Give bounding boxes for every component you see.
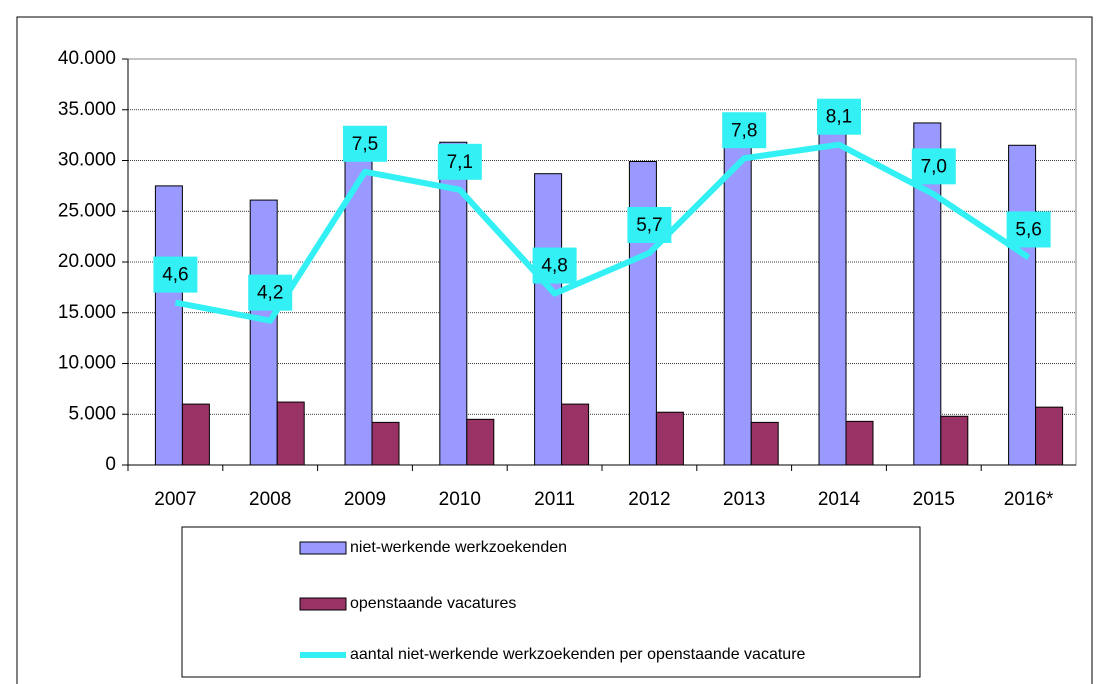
- x-tick-label: 2010: [439, 489, 481, 510]
- bar: [940, 415, 969, 466]
- data-label-box: [437, 143, 482, 180]
- x-tick-label: 2007: [154, 489, 196, 510]
- data-label-box: [627, 206, 672, 243]
- y-tick-label: 40.000: [58, 48, 116, 69]
- bar: [371, 421, 400, 466]
- data-label: 7,1: [447, 152, 473, 173]
- y-tick-label: 30.000: [58, 150, 116, 171]
- line: [174, 141, 1031, 324]
- bar: [1008, 144, 1037, 466]
- bar: [466, 418, 495, 466]
- data-label-box: [153, 256, 198, 293]
- data-label: 4,2: [257, 283, 283, 304]
- bar: [154, 185, 183, 466]
- y-tick-label: 35.000: [58, 99, 116, 120]
- chart-border: [16, 16, 1093, 684]
- bar: [181, 403, 210, 466]
- bar: [561, 403, 590, 466]
- data-label-box: [1006, 211, 1051, 248]
- x-tick-label: 2011: [534, 489, 575, 510]
- x-tick-label: 2015: [913, 489, 955, 510]
- bar: [818, 113, 847, 466]
- y-tick-label: 15.000: [58, 302, 116, 323]
- y-tick-label: 25.000: [58, 200, 116, 221]
- legend-swatch: [299, 541, 347, 555]
- x-tick-label: 2014: [818, 489, 861, 510]
- data-label-box: [911, 148, 956, 185]
- bar: [723, 132, 752, 466]
- y-tick-label: 10.000: [58, 353, 116, 374]
- data-label: 4,8: [541, 256, 567, 277]
- data-label: 8,1: [826, 107, 852, 128]
- data-label: 7,8: [731, 120, 757, 141]
- y-tick-label: 5.000: [68, 403, 116, 424]
- bar: [845, 420, 874, 466]
- x-tick-label: 2013: [723, 489, 765, 510]
- data-label: 5,7: [636, 215, 662, 236]
- data-label: 5,6: [1015, 220, 1041, 241]
- legend-label: niet-werkende werkzoekenden: [350, 539, 567, 556]
- x-tick-label: 2012: [628, 489, 670, 510]
- data-label: 7,0: [921, 156, 947, 177]
- data-label-box: [532, 247, 577, 284]
- data-label-box: [817, 98, 861, 135]
- data-label-box: [248, 274, 293, 311]
- legend-label: aantal niet-werkende werkzoekenden per o…: [350, 646, 806, 663]
- y-tick-label: 0: [105, 454, 116, 475]
- bar: [249, 199, 278, 466]
- data-label: 7,5: [352, 134, 378, 155]
- bar: [655, 411, 684, 466]
- data-label-box: [343, 125, 387, 162]
- bar: [534, 173, 563, 466]
- legend-label: openstaande vacatures: [350, 595, 516, 612]
- bar: [750, 421, 779, 466]
- bar: [1035, 406, 1064, 466]
- x-tick-label: 2008: [249, 489, 291, 510]
- data-label: 4,6: [162, 265, 188, 286]
- legend-swatch: [299, 597, 347, 611]
- y-tick-label: 20.000: [58, 251, 116, 272]
- data-label-box: [722, 112, 767, 149]
- x-tick-label: 2016*: [1004, 489, 1054, 510]
- x-tick-label: 2009: [344, 489, 386, 510]
- bar: [276, 401, 305, 466]
